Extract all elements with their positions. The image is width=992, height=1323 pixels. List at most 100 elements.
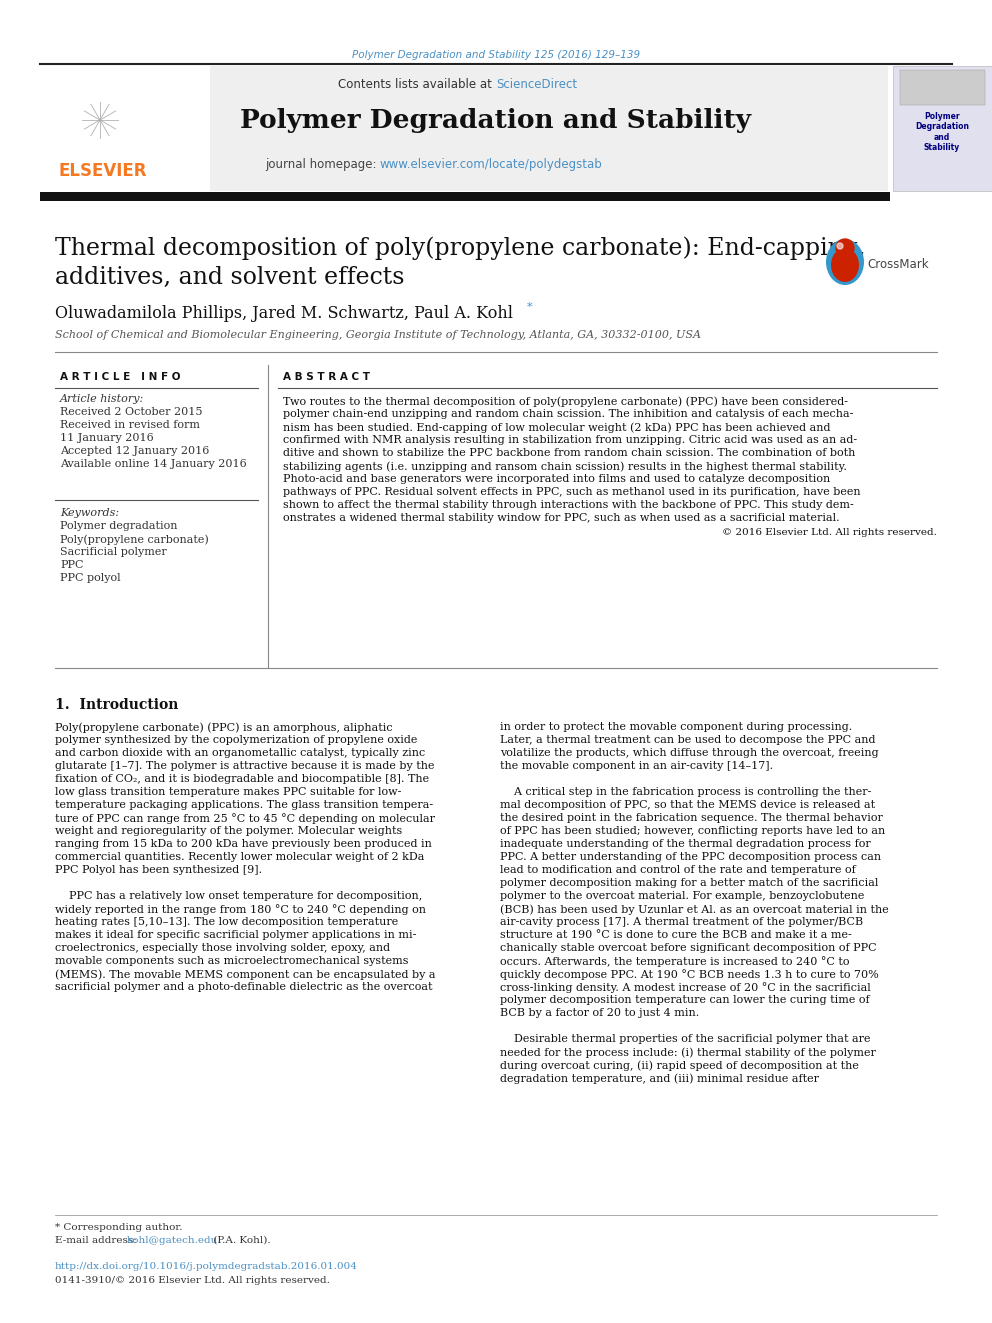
Text: chanically stable overcoat before significant decomposition of PPC: chanically stable overcoat before signif… xyxy=(500,943,877,953)
Text: degradation temperature, and (iii) minimal residue after: degradation temperature, and (iii) minim… xyxy=(500,1073,819,1084)
Text: http://dx.doi.org/10.1016/j.polymdegradstab.2016.01.004: http://dx.doi.org/10.1016/j.polymdegrads… xyxy=(55,1262,358,1271)
Text: PPC has a relatively low onset temperature for decomposition,: PPC has a relatively low onset temperatu… xyxy=(55,890,423,901)
Text: Desirable thermal properties of the sacrificial polymer that are: Desirable thermal properties of the sacr… xyxy=(500,1035,871,1044)
Text: of PPC has been studied; however, conflicting reports have led to an: of PPC has been studied; however, confli… xyxy=(500,826,885,836)
Text: A R T I C L E   I N F O: A R T I C L E I N F O xyxy=(60,372,181,382)
Text: Keywords:: Keywords: xyxy=(60,508,119,519)
Text: Polymer
Degradation
and
Stability: Polymer Degradation and Stability xyxy=(915,112,969,152)
Text: glutarate [1–7]. The polymer is attractive because it is made by the: glutarate [1–7]. The polymer is attracti… xyxy=(55,761,434,771)
Text: pathways of PPC. Residual solvent effects in PPC, such as methanol used in its p: pathways of PPC. Residual solvent effect… xyxy=(283,487,861,497)
Text: Polymer Degradation and Stability: Polymer Degradation and Stability xyxy=(240,108,752,134)
Text: needed for the process include: (i) thermal stability of the polymer: needed for the process include: (i) ther… xyxy=(500,1046,876,1057)
Text: polymer chain-end unzipping and random chain scission. The inhibition and cataly: polymer chain-end unzipping and random c… xyxy=(283,409,853,419)
Text: kohl@gatech.edu: kohl@gatech.edu xyxy=(127,1236,218,1245)
Bar xyxy=(900,70,985,105)
Text: (BCB) has been used by Uzunlar et Al. as an overcoat material in the: (BCB) has been used by Uzunlar et Al. as… xyxy=(500,904,889,914)
Text: Polymer degradation: Polymer degradation xyxy=(60,521,178,531)
Text: onstrates a widened thermal stability window for PPC, such as when used as a sac: onstrates a widened thermal stability wi… xyxy=(283,513,839,523)
Bar xyxy=(40,66,888,191)
Text: mal decomposition of PPC, so that the MEMS device is released at: mal decomposition of PPC, so that the ME… xyxy=(500,800,875,810)
Text: shown to affect the thermal stability through interactions with the backbone of : shown to affect the thermal stability th… xyxy=(283,500,854,509)
Text: journal homepage:: journal homepage: xyxy=(265,157,380,171)
Text: ture of PPC can range from 25 °C to 45 °C depending on molecular: ture of PPC can range from 25 °C to 45 °… xyxy=(55,814,435,824)
Text: CrossMark: CrossMark xyxy=(867,258,929,270)
Text: PPC. A better understanding of the PPC decomposition process can: PPC. A better understanding of the PPC d… xyxy=(500,852,881,863)
Text: Photo-acid and base generators were incorporated into films and used to catalyze: Photo-acid and base generators were inco… xyxy=(283,474,830,484)
Text: 11 January 2016: 11 January 2016 xyxy=(60,433,154,443)
Text: © 2016 Elsevier Ltd. All rights reserved.: © 2016 Elsevier Ltd. All rights reserved… xyxy=(722,528,937,537)
Text: polymer decomposition making for a better match of the sacrificial: polymer decomposition making for a bette… xyxy=(500,878,878,888)
Bar xyxy=(40,192,890,201)
Text: Oluwadamilola Phillips, Jared M. Schwartz, Paul A. Kohl: Oluwadamilola Phillips, Jared M. Schwart… xyxy=(55,306,513,321)
Text: nism has been studied. End-capping of low molecular weight (2 kDa) PPC has been : nism has been studied. End-capping of lo… xyxy=(283,422,830,433)
Circle shape xyxy=(837,243,843,249)
Circle shape xyxy=(836,239,854,257)
Text: occurs. Afterwards, the temperature is increased to 240 °C to: occurs. Afterwards, the temperature is i… xyxy=(500,957,849,967)
Text: Poly(propylene carbonate): Poly(propylene carbonate) xyxy=(60,534,208,545)
Text: ranging from 15 kDa to 200 kDa have previously been produced in: ranging from 15 kDa to 200 kDa have prev… xyxy=(55,839,432,849)
Text: PPC polyol: PPC polyol xyxy=(60,573,121,583)
Text: A critical step in the fabrication process is controlling the ther-: A critical step in the fabrication proce… xyxy=(500,787,871,796)
Text: low glass transition temperature makes PPC suitable for low-: low glass transition temperature makes P… xyxy=(55,787,402,796)
Text: PPC Polyol has been synthesized [9].: PPC Polyol has been synthesized [9]. xyxy=(55,865,262,875)
Text: *: * xyxy=(527,302,533,312)
Text: BCB by a factor of 20 to just 4 min.: BCB by a factor of 20 to just 4 min. xyxy=(500,1008,699,1017)
Text: Later, a thermal treatment can be used to decompose the PPC and: Later, a thermal treatment can be used t… xyxy=(500,736,876,745)
Text: croelectronics, especially those involving solder, epoxy, and: croelectronics, especially those involvi… xyxy=(55,943,390,953)
Text: weight and regioregularity of the polymer. Molecular weights: weight and regioregularity of the polyme… xyxy=(55,826,402,836)
Text: Poly(propylene carbonate) (PPC) is an amorphous, aliphatic: Poly(propylene carbonate) (PPC) is an am… xyxy=(55,722,393,733)
Text: polymer to the overcoat material. For example, benzoyclobutene: polymer to the overcoat material. For ex… xyxy=(500,890,864,901)
Text: Article history:: Article history: xyxy=(60,394,144,404)
Text: ScienceDirect: ScienceDirect xyxy=(496,78,577,91)
Ellipse shape xyxy=(831,247,859,282)
Text: fixation of CO₂, and it is biodegradable and biocompatible [8]. The: fixation of CO₂, and it is biodegradable… xyxy=(55,774,430,785)
Text: widely reported in the range from 180 °C to 240 °C depending on: widely reported in the range from 180 °C… xyxy=(55,904,426,916)
Text: Contents lists available at: Contents lists available at xyxy=(338,78,496,91)
Text: * Corresponding author.: * Corresponding author. xyxy=(55,1222,183,1232)
Text: (P.A. Kohl).: (P.A. Kohl). xyxy=(210,1236,271,1245)
Text: confirmed with NMR analysis resulting in stabilization from unzipping. Citric ac: confirmed with NMR analysis resulting in… xyxy=(283,435,857,445)
Text: in order to protect the movable component during processing.: in order to protect the movable componen… xyxy=(500,722,852,732)
Text: 1.  Introduction: 1. Introduction xyxy=(55,699,179,712)
Text: structure at 190 °C is done to cure the BCB and make it a me-: structure at 190 °C is done to cure the … xyxy=(500,930,852,941)
Text: heating rates [5,10–13]. The low decomposition temperature: heating rates [5,10–13]. The low decompo… xyxy=(55,917,398,927)
Text: during overcoat curing, (ii) rapid speed of decomposition at the: during overcoat curing, (ii) rapid speed… xyxy=(500,1060,859,1070)
Text: ditive and shown to stabilize the PPC backbone from random chain scission. The c: ditive and shown to stabilize the PPC ba… xyxy=(283,448,855,458)
Text: volatilize the products, which diffuse through the overcoat, freeing: volatilize the products, which diffuse t… xyxy=(500,747,879,758)
Ellipse shape xyxy=(826,239,864,284)
Text: quickly decompose PPC. At 190 °C BCB needs 1.3 h to cure to 70%: quickly decompose PPC. At 190 °C BCB nee… xyxy=(500,968,879,980)
Text: air-cavity process [17]. A thermal treatment of the polymer/BCB: air-cavity process [17]. A thermal treat… xyxy=(500,917,863,927)
Text: Received 2 October 2015: Received 2 October 2015 xyxy=(60,407,202,417)
Text: the movable component in an air-cavity [14–17].: the movable component in an air-cavity [… xyxy=(500,761,773,771)
Text: Two routes to the thermal decomposition of poly(propylene carbonate) (PPC) have : Two routes to the thermal decomposition … xyxy=(283,396,848,406)
Text: 0141-3910/© 2016 Elsevier Ltd. All rights reserved.: 0141-3910/© 2016 Elsevier Ltd. All right… xyxy=(55,1275,330,1285)
Text: Sacrificial polymer: Sacrificial polymer xyxy=(60,546,167,557)
Text: polymer decomposition temperature can lower the curing time of: polymer decomposition temperature can lo… xyxy=(500,995,870,1005)
Text: polymer synthesized by the copolymerization of propylene oxide: polymer synthesized by the copolymerizat… xyxy=(55,736,418,745)
Text: Accepted 12 January 2016: Accepted 12 January 2016 xyxy=(60,446,209,456)
Text: commercial quantities. Recently lower molecular weight of 2 kDa: commercial quantities. Recently lower mo… xyxy=(55,852,425,863)
Text: stabilizing agents (i.e. unzipping and ransom chain scission) results in the hig: stabilizing agents (i.e. unzipping and r… xyxy=(283,460,847,471)
Text: PPC: PPC xyxy=(60,560,83,570)
Text: Received in revised form: Received in revised form xyxy=(60,419,200,430)
Text: cross-linking density. A modest increase of 20 °C in the sacrificial: cross-linking density. A modest increase… xyxy=(500,982,871,992)
Bar xyxy=(40,66,210,191)
Text: additives, and solvent effects: additives, and solvent effects xyxy=(55,266,405,288)
Text: Thermal decomposition of poly(propylene carbonate): End-capping,: Thermal decomposition of poly(propylene … xyxy=(55,235,866,259)
Text: the desired point in the fabrication sequence. The thermal behavior: the desired point in the fabrication seq… xyxy=(500,814,883,823)
Text: lead to modification and control of the rate and temperature of: lead to modification and control of the … xyxy=(500,865,856,875)
Text: sacrificial polymer and a photo-definable dielectric as the overcoat: sacrificial polymer and a photo-definabl… xyxy=(55,982,433,992)
Text: School of Chemical and Biomolecular Engineering, Georgia Institute of Technology: School of Chemical and Biomolecular Engi… xyxy=(55,329,701,340)
Text: movable components such as microelectromechanical systems: movable components such as microelectrom… xyxy=(55,957,409,966)
Text: A B S T R A C T: A B S T R A C T xyxy=(283,372,370,382)
Text: ELSEVIER: ELSEVIER xyxy=(58,161,147,180)
Text: inadequate understanding of the thermal degradation process for: inadequate understanding of the thermal … xyxy=(500,839,871,849)
Text: makes it ideal for specific sacrificial polymer applications in mi-: makes it ideal for specific sacrificial … xyxy=(55,930,417,941)
Text: www.elsevier.com/locate/polydegstab: www.elsevier.com/locate/polydegstab xyxy=(380,157,603,171)
Text: (MEMS). The movable MEMS component can be encapsulated by a: (MEMS). The movable MEMS component can b… xyxy=(55,968,435,979)
Text: temperature packaging applications. The glass transition tempera-: temperature packaging applications. The … xyxy=(55,800,434,810)
Text: Available online 14 January 2016: Available online 14 January 2016 xyxy=(60,459,247,468)
Text: E-mail address:: E-mail address: xyxy=(55,1236,140,1245)
Text: and carbon dioxide with an organometallic catalyst, typically zinc: and carbon dioxide with an organometalli… xyxy=(55,747,426,758)
Text: Polymer Degradation and Stability 125 (2016) 129–139: Polymer Degradation and Stability 125 (2… xyxy=(352,50,640,60)
